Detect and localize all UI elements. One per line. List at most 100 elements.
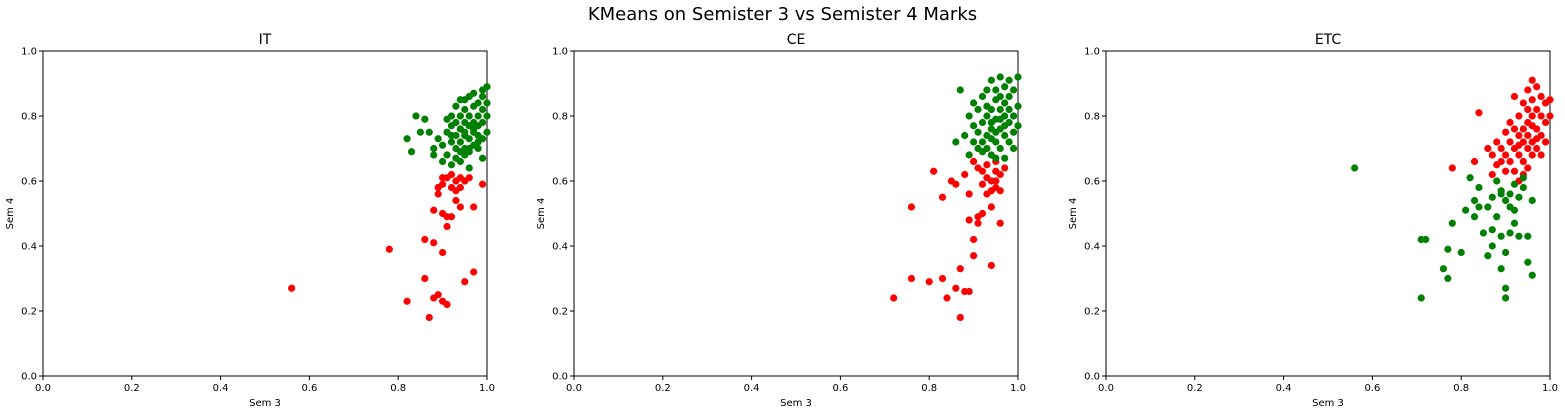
- scatter-point: [1515, 193, 1523, 201]
- panel-title: ETC: [1315, 32, 1342, 48]
- scatter-point: [970, 252, 978, 260]
- x-tick-label: 0.4: [744, 383, 760, 394]
- scatter-point: [1009, 112, 1018, 120]
- scatter-point: [1422, 235, 1430, 244]
- scatter-point: [439, 174, 447, 182]
- scatter-point: [1475, 203, 1483, 211]
- scatter-point: [1417, 294, 1425, 302]
- x-tick-label: 0.8: [390, 383, 406, 394]
- scatter-point: [1009, 86, 1018, 94]
- scatter-point: [1014, 122, 1022, 130]
- scatter-point: [456, 203, 464, 211]
- scatter-point: [1524, 105, 1532, 114]
- y-tick-label: 0.2: [552, 307, 568, 318]
- scatter-point: [474, 138, 482, 146]
- y-tick-label: 0.6: [21, 177, 37, 188]
- y-tick-label: 0.0: [552, 372, 568, 383]
- panel-title: IT: [259, 32, 272, 48]
- x-tick-label: 0.4: [1276, 383, 1292, 394]
- scatter-point: [403, 297, 411, 305]
- scatter-point: [974, 128, 982, 136]
- scatter-point: [1488, 193, 1496, 201]
- scatter-point: [890, 294, 898, 302]
- scatter-point: [1533, 135, 1541, 143]
- scatter-point: [961, 170, 969, 179]
- scatter-point: [1524, 258, 1532, 266]
- x-tick-label: 1.0: [1542, 383, 1558, 394]
- scatter-point: [465, 144, 473, 153]
- scatter-point: [1506, 190, 1514, 198]
- scatter-point: [1484, 203, 1492, 211]
- scatter-point: [952, 138, 960, 146]
- scatter-point: [1351, 164, 1359, 172]
- scatter-point: [1502, 294, 1510, 302]
- scatter-point: [470, 268, 478, 276]
- scatter-point: [1470, 213, 1479, 221]
- scatter-point: [474, 144, 482, 153]
- scatter-point: [461, 128, 469, 136]
- scatter-point: [1546, 112, 1554, 120]
- y-tick-label: 0.4: [552, 242, 568, 253]
- scatter-point: [983, 190, 991, 198]
- x-tick-label: 0.2: [1187, 383, 1203, 394]
- scatter-point: [443, 300, 451, 309]
- scatter-point: [992, 86, 1000, 94]
- scatter-point: [1524, 144, 1532, 153]
- scatter-point: [978, 180, 987, 188]
- scatter-point: [1439, 265, 1448, 273]
- scatter-point: [443, 222, 451, 231]
- scatter-point: [996, 170, 1004, 179]
- scatter-point: [1502, 167, 1510, 175]
- x-tick-label: 1.0: [479, 383, 495, 394]
- scatter-point: [1524, 86, 1532, 94]
- scatter-point: [1519, 125, 1527, 133]
- scatter-point: [996, 187, 1004, 195]
- x-tick-label: 0.2: [124, 383, 140, 394]
- scatter-point: [1546, 96, 1554, 104]
- scatter-point: [1493, 138, 1501, 146]
- scatter-point: [1502, 128, 1510, 136]
- scatter-point: [1001, 122, 1009, 130]
- scatter-point: [456, 148, 464, 156]
- scatter-point: [1001, 164, 1009, 172]
- scatter-point: [970, 122, 978, 130]
- scatter-point: [1005, 92, 1013, 101]
- scatter-point: [478, 118, 487, 127]
- scatter-point: [1519, 99, 1527, 107]
- scatter-point: [965, 151, 973, 159]
- scatter-point: [1488, 242, 1496, 250]
- scatter-point: [1001, 131, 1009, 140]
- scatter-point: [1457, 248, 1465, 257]
- y-tick-label: 0.0: [21, 372, 37, 383]
- scatter-point: [992, 128, 1000, 136]
- scatter-point: [996, 105, 1004, 114]
- y-tick-label: 0.2: [21, 307, 37, 318]
- scatter-point: [1502, 284, 1510, 292]
- scatter-point: [1444, 274, 1452, 283]
- scatter-point: [907, 274, 916, 283]
- scatter-point: [456, 138, 464, 146]
- x-tick-label: 0.8: [1453, 383, 1469, 394]
- scatter-point: [987, 76, 995, 84]
- scatter-point: [965, 190, 973, 198]
- scatter-point: [407, 148, 416, 156]
- scatter-point: [452, 118, 460, 127]
- scatter-point: [1475, 183, 1483, 192]
- scatter-point: [1519, 174, 1527, 182]
- scatter-point: [1444, 245, 1452, 253]
- scatter-point: [447, 131, 456, 140]
- y-axis-label: Sem 4: [5, 198, 16, 230]
- scatter-point: [1506, 229, 1514, 237]
- scatter-point: [1510, 180, 1519, 188]
- scatter-point: [412, 112, 420, 120]
- scatter-point: [443, 151, 451, 159]
- scatter-point: [1502, 196, 1510, 205]
- x-tick-label: 0.0: [1098, 383, 1114, 394]
- panel-ce: CE 0.0 0.2 0.4 0.6 0.8 1.0 0.0 0.2 0.4 0.6 0.8 1.0 Se…: [536, 32, 1026, 409]
- scatter-point: [1510, 167, 1519, 175]
- x-tick-label: 0.2: [655, 383, 671, 394]
- scatter-point: [1497, 157, 1505, 166]
- scatter-point: [965, 216, 973, 224]
- scatter-point: [983, 161, 991, 169]
